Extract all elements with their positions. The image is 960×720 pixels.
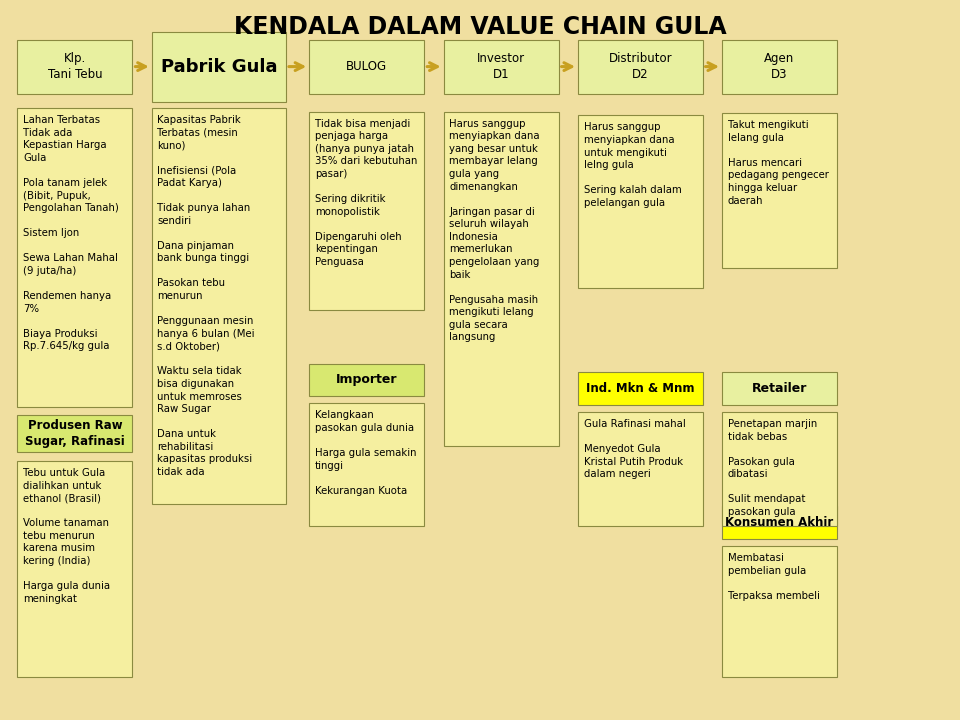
Text: Importer: Importer [336, 373, 397, 387]
Text: Distributor
D2: Distributor D2 [609, 52, 672, 81]
FancyBboxPatch shape [578, 412, 703, 526]
FancyBboxPatch shape [578, 40, 703, 94]
FancyBboxPatch shape [722, 412, 837, 526]
FancyBboxPatch shape [578, 115, 703, 288]
FancyBboxPatch shape [17, 415, 132, 452]
Text: KENDALA DALAM VALUE CHAIN GULA: KENDALA DALAM VALUE CHAIN GULA [233, 15, 727, 40]
Text: Gula Rafinasi mahal

Menyedot Gula
Kristal Putih Produk
dalam negeri: Gula Rafinasi mahal Menyedot Gula Krista… [584, 419, 685, 480]
FancyBboxPatch shape [152, 108, 286, 504]
FancyBboxPatch shape [17, 40, 132, 94]
Text: Penetapan marjin
tidak bebas

Pasokan gula
dibatasi

Sulit mendapat
pasokan gula: Penetapan marjin tidak bebas Pasokan gul… [728, 419, 817, 517]
FancyBboxPatch shape [722, 113, 837, 268]
FancyBboxPatch shape [444, 112, 559, 446]
Text: Takut mengikuti
lelang gula

Harus mencari
pedagang pengecer
hingga keluar
daera: Takut mengikuti lelang gula Harus mencar… [728, 120, 828, 206]
Text: Klp.
Tani Tebu: Klp. Tani Tebu [48, 52, 102, 81]
Text: Kelangkaan
pasokan gula dunia

Harga gula semakin
tinggi

Kekurangan Kuota: Kelangkaan pasokan gula dunia Harga gula… [315, 410, 417, 496]
FancyBboxPatch shape [17, 108, 132, 407]
FancyBboxPatch shape [152, 32, 286, 102]
Text: Tebu untuk Gula
dialihkan untuk
ethanol (Brasil)

Volume tanaman
tebu menurun
ka: Tebu untuk Gula dialihkan untuk ethanol … [23, 468, 110, 603]
FancyBboxPatch shape [309, 403, 424, 526]
FancyBboxPatch shape [309, 112, 424, 310]
FancyBboxPatch shape [722, 506, 837, 539]
FancyBboxPatch shape [309, 364, 424, 396]
Text: BULOG: BULOG [347, 60, 387, 73]
Text: Konsumen Akhir: Konsumen Akhir [726, 516, 833, 529]
Text: Pabrik Gula: Pabrik Gula [160, 58, 277, 76]
Text: Ind. Mkn & Mnm: Ind. Mkn & Mnm [586, 382, 695, 395]
FancyBboxPatch shape [578, 372, 703, 405]
FancyBboxPatch shape [444, 40, 559, 94]
FancyBboxPatch shape [722, 372, 837, 405]
FancyBboxPatch shape [722, 40, 837, 94]
Text: Retailer: Retailer [752, 382, 807, 395]
Text: Harus sanggup
menyiapkan dana
yang besar untuk
membayar lelang
gula yang
dimenan: Harus sanggup menyiapkan dana yang besar… [449, 119, 540, 342]
FancyBboxPatch shape [722, 546, 837, 677]
FancyBboxPatch shape [17, 461, 132, 677]
Text: Tidak bisa menjadi
penjaga harga
(hanya punya jatah
35% dari kebutuhan
pasar)

S: Tidak bisa menjadi penjaga harga (hanya … [315, 119, 418, 267]
Text: Harus sanggup
menyiapkan dana
untuk mengikuti
lelng gula

Sering kalah dalam
pel: Harus sanggup menyiapkan dana untuk meng… [584, 122, 682, 208]
Text: Produsen Raw
Sugar, Rafinasi: Produsen Raw Sugar, Rafinasi [25, 419, 125, 448]
Text: Lahan Terbatas
Tidak ada
Kepastian Harga
Gula

Pola tanam jelek
(Bibit, Pupuk,
P: Lahan Terbatas Tidak ada Kepastian Harga… [23, 115, 119, 351]
Text: Kapasitas Pabrik
Terbatas (mesin
kuno)

Inefisiensi (Pola
Padat Karya)

Tidak pu: Kapasitas Pabrik Terbatas (mesin kuno) I… [157, 115, 255, 477]
Text: Investor
D1: Investor D1 [477, 52, 525, 81]
Text: Agen
D3: Agen D3 [764, 52, 795, 81]
FancyBboxPatch shape [309, 40, 424, 94]
Text: Membatasi
pembelian gula

Terpaksa membeli: Membatasi pembelian gula Terpaksa membel… [728, 553, 820, 600]
